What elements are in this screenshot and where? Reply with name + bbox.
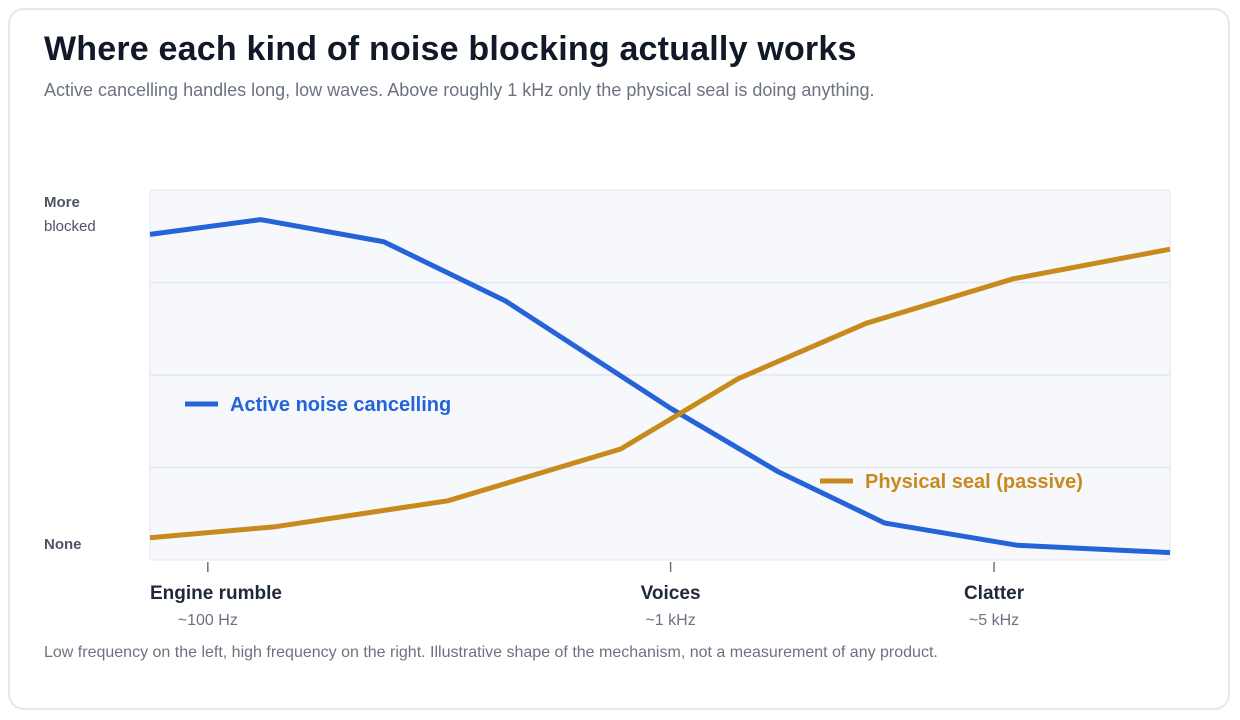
- x-tick-label: Voices: [641, 583, 701, 604]
- x-tick-sublabel: ~5 kHz: [969, 612, 1019, 629]
- y-axis: More blocked None: [44, 194, 96, 553]
- y-label-top-line2: blocked: [44, 218, 96, 235]
- series-lines: [149, 217, 1171, 556]
- x-tick-label: Engine rumble: [150, 583, 282, 604]
- series-line-active-noise-cancelling: [149, 217, 1171, 556]
- chart-subtitle: Active cancelling handles long, low wave…: [44, 80, 875, 100]
- x-axis: Engine rumble ~100 Hz Voices ~1 kHz Clatter ~…: [150, 562, 1025, 629]
- x-tick-sublabel: ~100 Hz: [178, 612, 238, 629]
- x-tick-label: Clatter: [964, 583, 1025, 604]
- legend: Active noise cancelling Physical seal (pa…: [185, 394, 1083, 493]
- y-label-top-line1: More: [44, 194, 80, 211]
- y-label-bottom: None: [44, 536, 82, 553]
- series-line-physical-seal: [149, 246, 1171, 541]
- chart-title: Where each kind of noise blocking actual…: [44, 30, 857, 68]
- x-tick-sublabel: ~1 kHz: [645, 612, 695, 629]
- legend-label: Physical seal (passive): [865, 471, 1083, 493]
- chart-footnote: Low frequency on the left, high frequenc…: [44, 644, 938, 661]
- legend-label: Active noise cancelling: [230, 394, 451, 416]
